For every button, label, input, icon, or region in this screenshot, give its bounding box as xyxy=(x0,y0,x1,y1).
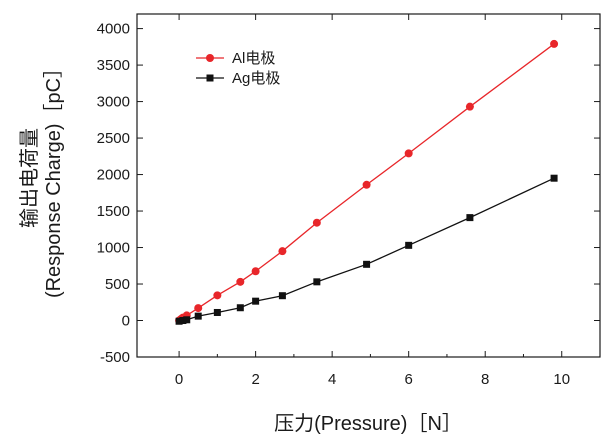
y-tick-label: -500 xyxy=(100,349,130,366)
data-point-ag xyxy=(405,241,413,249)
data-point-al xyxy=(550,39,559,48)
x-tick-label: 10 xyxy=(553,371,570,388)
series-markers xyxy=(175,39,559,325)
data-point-ag xyxy=(252,297,260,305)
data-point-ag xyxy=(313,278,321,286)
data-point-al xyxy=(236,277,245,286)
y-tick-label: 3500 xyxy=(97,57,130,74)
data-point-al xyxy=(312,218,321,227)
legend-marker-al xyxy=(206,54,214,62)
y-tick-label: 1000 xyxy=(97,240,130,257)
data-point-ag xyxy=(194,312,202,320)
x-tick-label: 2 xyxy=(251,371,259,388)
data-point-ag xyxy=(179,317,187,325)
y-tick-label: 2500 xyxy=(97,130,130,147)
x-axis-title: 压力(Pressure)［N］ xyxy=(274,412,462,435)
x-tick-label: 0 xyxy=(175,371,183,388)
x-tick-label: 4 xyxy=(328,371,336,388)
y-tick-label: 1500 xyxy=(97,203,130,220)
y-tick-label: 4000 xyxy=(97,21,130,38)
data-point-ag xyxy=(236,304,244,312)
legend: Al电极 Ag电极 xyxy=(196,50,280,87)
x-tick-label: 8 xyxy=(481,371,489,388)
y-axis-title-line2: (Response Charge)［pC］ xyxy=(42,58,65,298)
data-point-al xyxy=(213,291,222,300)
data-point-ag xyxy=(363,260,371,268)
data-point-ag xyxy=(183,316,191,324)
data-point-al xyxy=(362,180,371,189)
tick-labels: 0 2 4 6 8 10 -500 0 500 1000 1500 2000 2500 3000 3500 4… xyxy=(97,21,570,388)
x-tick-label: 6 xyxy=(405,371,413,388)
y-tick-label: 2000 xyxy=(97,167,130,184)
legend-label-ag: Ag电极 xyxy=(232,70,280,87)
data-point-al xyxy=(194,304,203,313)
legend-label-al: Al电极 xyxy=(232,50,275,67)
data-point-ag xyxy=(175,317,183,325)
data-point-al xyxy=(404,149,413,158)
y-axis-title-line1: 输出电荷量 xyxy=(18,128,41,228)
y-tick-label: 3000 xyxy=(97,94,130,111)
data-point-al xyxy=(465,102,474,111)
data-point-al xyxy=(251,267,260,276)
data-point-ag xyxy=(278,292,286,300)
data-point-al xyxy=(278,247,287,256)
data-point-ag xyxy=(213,308,221,316)
y-tick-label: 0 xyxy=(122,313,130,330)
data-point-ag xyxy=(550,174,558,182)
plot-frame xyxy=(136,13,601,358)
y-tick-label: 500 xyxy=(105,276,130,293)
data-point-ag xyxy=(466,214,474,222)
legend-marker-ag xyxy=(206,74,214,82)
axes xyxy=(136,13,601,358)
series-line-ag xyxy=(178,177,555,322)
